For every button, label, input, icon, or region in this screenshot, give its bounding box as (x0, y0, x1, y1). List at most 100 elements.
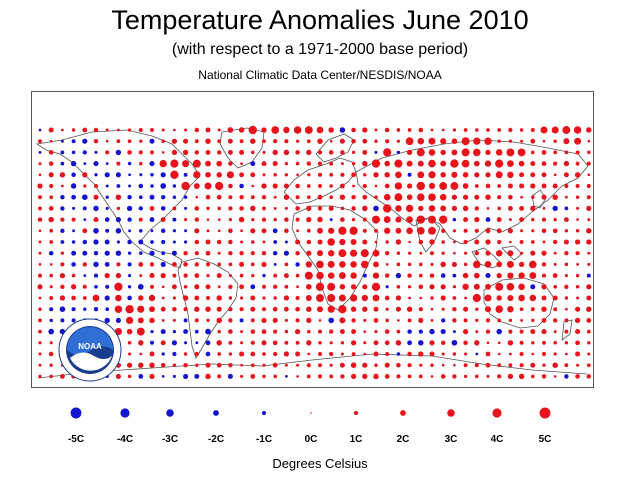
anomaly-dot (38, 307, 42, 311)
anomaly-dot (452, 273, 457, 278)
anomaly-dot (161, 375, 165, 378)
anomaly-dot (116, 184, 121, 188)
anomaly-dot (475, 128, 479, 132)
anomaly-dot (250, 318, 255, 323)
anomaly-dot (374, 240, 378, 244)
anomaly-dot (484, 160, 492, 167)
legend-label: 0C (304, 434, 318, 445)
anomaly-dot (105, 139, 109, 143)
anomaly-dot (262, 240, 266, 244)
anomaly-dot (194, 329, 199, 334)
anomaly-dot (184, 229, 188, 233)
anomaly-dot (71, 273, 76, 278)
anomaly-dot (440, 273, 446, 278)
anomaly-dot (296, 285, 299, 289)
anomaly-dot (520, 229, 524, 233)
anomaly-dot (182, 295, 189, 301)
anomaly-dot (216, 317, 222, 324)
anomaly-map-canvas (35, 125, 592, 380)
legend-dots (70, 407, 551, 419)
anomaly-dot (385, 240, 389, 244)
anomaly-dot (115, 194, 122, 200)
anomaly-dot (93, 205, 99, 212)
anomaly-dot (453, 240, 456, 244)
anomaly-dot (273, 217, 277, 222)
anomaly-dot (531, 318, 535, 323)
anomaly-dot (418, 374, 423, 379)
anomaly-dot (272, 250, 278, 256)
anomaly-dot (273, 329, 278, 334)
anomaly-dot (575, 306, 581, 312)
anomaly-dot (440, 284, 446, 290)
anomaly-dot (193, 183, 200, 189)
anomaly-dot (384, 273, 390, 278)
anomaly-dot (519, 363, 524, 368)
anomaly-dot (49, 228, 54, 233)
anomaly-dot (383, 148, 392, 157)
anomaly-dot (161, 251, 166, 256)
anomaly-dot (172, 363, 177, 367)
anomaly-dot (139, 251, 143, 255)
anomaly-dot (125, 316, 134, 325)
anomaly-dot (295, 351, 301, 357)
anomaly-dot (183, 373, 189, 379)
anomaly-dot (520, 195, 523, 199)
anomaly-dot (295, 195, 300, 200)
anomaly-dot (304, 126, 313, 134)
anomaly-dot (441, 307, 445, 311)
anomaly-dot (240, 296, 244, 300)
anomaly-dot (530, 161, 536, 167)
anomaly-dot (59, 272, 66, 279)
anomaly-dot (475, 352, 479, 356)
anomaly-dot (250, 205, 256, 212)
anomaly-dot (564, 341, 569, 345)
anomaly-dot (564, 318, 569, 323)
anomaly-dot (217, 262, 222, 267)
anomaly-dot (216, 194, 222, 200)
anomaly-dot (93, 194, 99, 200)
anomaly-dot (361, 294, 368, 302)
anomaly-dot (149, 194, 155, 200)
legend-dot (166, 409, 174, 417)
anomaly-dot (395, 227, 402, 234)
anomaly-dot (351, 172, 356, 178)
anomaly-dot (385, 285, 389, 289)
anomaly-dot (194, 295, 200, 301)
anomaly-dot (261, 195, 267, 200)
anomaly-dot (49, 341, 53, 345)
anomaly-dot (195, 363, 199, 367)
anomaly-dot (429, 284, 435, 290)
anomaly-dot (395, 306, 401, 312)
anomaly-dot (464, 352, 468, 356)
anomaly-dot (184, 128, 188, 132)
anomaly-dot (149, 351, 155, 357)
anomaly-dot (586, 228, 592, 234)
anomaly-dot (440, 149, 446, 156)
anomaly-dot (273, 273, 278, 278)
anomaly-dot (440, 374, 446, 379)
anomaly-dot (273, 139, 278, 144)
anomaly-dot (408, 240, 411, 244)
anomaly-dot (531, 217, 535, 222)
anomaly-dot (452, 352, 457, 356)
anomaly-dot (171, 138, 178, 144)
anomaly-dot (553, 161, 558, 166)
anomaly-dot (553, 239, 558, 245)
anomaly-dot (38, 251, 42, 255)
anomaly-dot (329, 329, 334, 334)
anomaly-dot (552, 362, 558, 368)
anomaly-dot (193, 171, 201, 179)
anomaly-dot (250, 284, 256, 290)
anomaly-dot (351, 318, 356, 323)
anomaly-dot (495, 149, 503, 156)
anomaly-dot (384, 183, 390, 189)
anomaly-dot (149, 250, 155, 256)
anomaly-dot (217, 352, 222, 356)
anomaly-dot (587, 150, 591, 155)
anomaly-dot (553, 284, 558, 289)
anomaly-dot (530, 205, 536, 212)
anomaly-dot (563, 239, 569, 245)
anomaly-dot (520, 319, 523, 322)
anomaly-dot (48, 206, 54, 211)
anomaly-dot (350, 249, 358, 257)
